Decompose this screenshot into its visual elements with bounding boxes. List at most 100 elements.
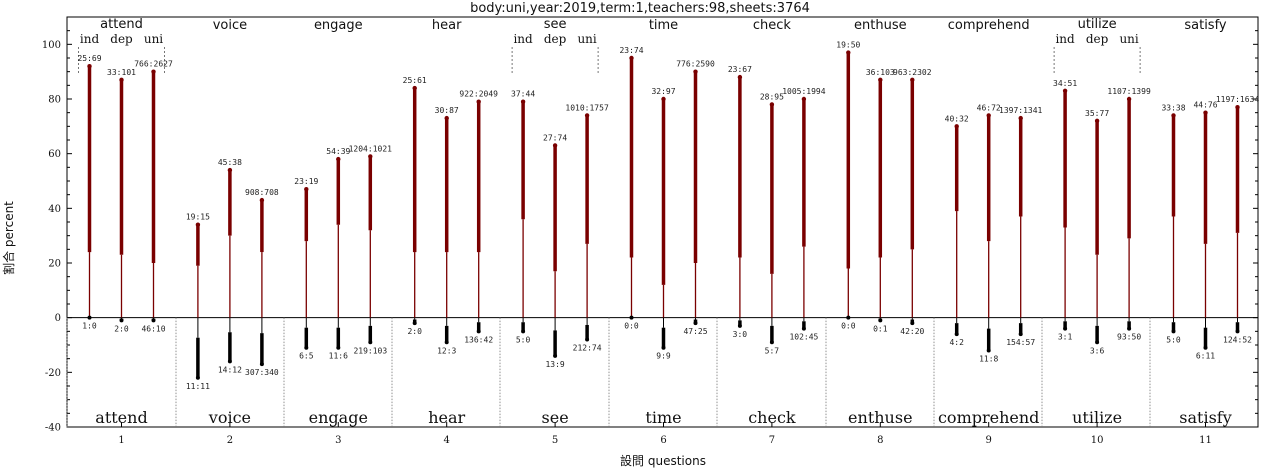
positive-data-label: 54:39 bbox=[326, 147, 350, 156]
group-sub-label: uni bbox=[577, 32, 596, 46]
positive-bar-cap bbox=[1171, 113, 1176, 118]
negative-bar-cap bbox=[629, 315, 634, 320]
negative-bar-cap bbox=[476, 329, 481, 334]
positive-data-label: 23:19 bbox=[294, 177, 318, 186]
group-sub-label: ind bbox=[513, 32, 533, 46]
negative-bar-cap bbox=[693, 321, 698, 326]
positive-bar-cap bbox=[151, 69, 156, 74]
negative-bar-cap bbox=[1095, 340, 1100, 345]
positive-data-label: 37:44 bbox=[511, 90, 535, 99]
positive-bar-cap bbox=[661, 96, 666, 102]
positive-data-label: 19:15 bbox=[186, 213, 210, 222]
question-bottom-label: comprehend bbox=[938, 408, 1039, 427]
question-top-label: check bbox=[753, 18, 792, 33]
positive-data-label: 44:76 bbox=[1193, 101, 1217, 110]
group-sub-label: dep bbox=[1086, 32, 1109, 46]
negative-data-label: 102:45 bbox=[789, 333, 818, 342]
positive-bar-cap bbox=[336, 156, 341, 162]
question-bottom-label: utilize bbox=[1072, 408, 1122, 427]
question-bottom-label: check bbox=[748, 408, 796, 427]
positive-bar-cap bbox=[986, 113, 991, 118]
x-tick-label: 8 bbox=[877, 435, 883, 446]
positive-bar-cap bbox=[119, 77, 124, 83]
positive-data-label: 40:32 bbox=[945, 114, 969, 123]
negative-bar-cap bbox=[521, 329, 526, 334]
positive-bar-cap bbox=[1062, 88, 1068, 94]
negative-bar-cap bbox=[846, 315, 851, 320]
x-tick-label: 11 bbox=[1199, 435, 1212, 446]
positive-data-label: 908:708 bbox=[245, 188, 279, 197]
x-tick-label: 5 bbox=[552, 435, 558, 446]
positive-data-label: 1010:1757 bbox=[565, 103, 609, 112]
negative-bar-cap bbox=[336, 345, 341, 350]
negative-data-label: 2:0 bbox=[114, 324, 129, 333]
negative-bar-cap bbox=[1203, 345, 1208, 350]
positive-data-label: 35:77 bbox=[1085, 109, 1109, 118]
negative-data-label: 0:1 bbox=[873, 324, 888, 333]
bars bbox=[87, 50, 1240, 380]
negative-bar-cap bbox=[412, 321, 417, 326]
negative-data-label: 124:52 bbox=[1223, 335, 1252, 344]
positive-data-label: 963:2302 bbox=[893, 68, 932, 77]
negative-data-label: 5:0 bbox=[1166, 335, 1181, 344]
x-tick-label: 1 bbox=[118, 435, 124, 446]
positive-data-label: 1397:1341 bbox=[999, 106, 1043, 115]
positive-bar-cap bbox=[1094, 118, 1100, 124]
positive-data-label: 23:74 bbox=[619, 46, 643, 55]
negative-bar-cap bbox=[1018, 332, 1023, 337]
x-axis-label: 設問 questions bbox=[620, 453, 706, 468]
positive-bar-cap bbox=[444, 115, 449, 121]
positive-bar-cap bbox=[227, 167, 233, 173]
positive-data-label: 27:74 bbox=[543, 133, 567, 142]
y-tick-label: 80 bbox=[48, 95, 61, 106]
y-tick-label: 20 bbox=[48, 259, 61, 270]
axes: -40 -20 0 20 40 60 80 100 1 2 3 4 5 6 7 8 9 10 11 bbox=[42, 16, 1259, 446]
negative-data-label: 11:8 bbox=[979, 354, 998, 363]
positive-bar-cap bbox=[737, 74, 743, 80]
group-sub-label: dep bbox=[544, 32, 567, 46]
x-tick-label: 9 bbox=[986, 435, 992, 446]
positive-data-label: 36:103 bbox=[866, 68, 895, 77]
question-bottom-label: time bbox=[645, 408, 681, 427]
positive-data-label: 1204:1021 bbox=[349, 144, 393, 153]
negative-bar-cap bbox=[259, 362, 264, 367]
negative-data-label: 307:340 bbox=[245, 368, 279, 377]
positive-data-label: 19:50 bbox=[836, 41, 860, 50]
negative-bar-cap bbox=[1127, 326, 1132, 331]
negative-bar-cap bbox=[368, 340, 373, 345]
negative-data-label: 14:12 bbox=[218, 365, 242, 374]
positive-bar-cap bbox=[520, 99, 526, 104]
negative-data-label: 5:7 bbox=[765, 346, 780, 355]
negative-bar-cap bbox=[87, 315, 92, 320]
positive-data-label: 1197:1634 bbox=[1216, 95, 1260, 104]
positive-bar-cap bbox=[801, 96, 807, 102]
negative-bar-cap bbox=[1171, 329, 1176, 334]
positive-data-label: 25:61 bbox=[403, 76, 427, 85]
positive-bar-cap bbox=[259, 197, 265, 203]
positive-bar-cap bbox=[954, 124, 959, 129]
positive-bar-cap bbox=[412, 85, 417, 91]
y-tick-label: -20 bbox=[45, 368, 61, 379]
y-axis-label: 割合 percent bbox=[1, 201, 16, 275]
negative-data-label: 9:9 bbox=[656, 352, 671, 361]
negative-bar-cap bbox=[910, 321, 915, 326]
positive-bar-cap bbox=[769, 102, 775, 107]
negative-data-label: 0:0 bbox=[624, 322, 639, 331]
negative-bar-cap bbox=[878, 318, 883, 323]
negative-data-label: 11:11 bbox=[186, 382, 210, 391]
negative-bar-cap bbox=[195, 375, 200, 380]
negative-data-label: 13:9 bbox=[545, 360, 564, 369]
y-tick-label: 100 bbox=[42, 40, 61, 51]
negative-bar-cap bbox=[119, 318, 124, 323]
positive-data-label: 30:87 bbox=[435, 106, 459, 115]
negative-bar-cap bbox=[1235, 329, 1240, 334]
x-tick-label: 7 bbox=[769, 435, 775, 446]
negative-bar-cap bbox=[801, 326, 806, 331]
negative-bar-cap bbox=[954, 332, 959, 337]
question-top-label: enthuse bbox=[854, 18, 907, 33]
positive-bar-cap bbox=[304, 187, 309, 192]
positive-data-label: 1005:1994 bbox=[782, 87, 826, 96]
negative-data-label: 6:5 bbox=[299, 352, 314, 361]
question-top-label: utilize bbox=[1078, 17, 1117, 32]
